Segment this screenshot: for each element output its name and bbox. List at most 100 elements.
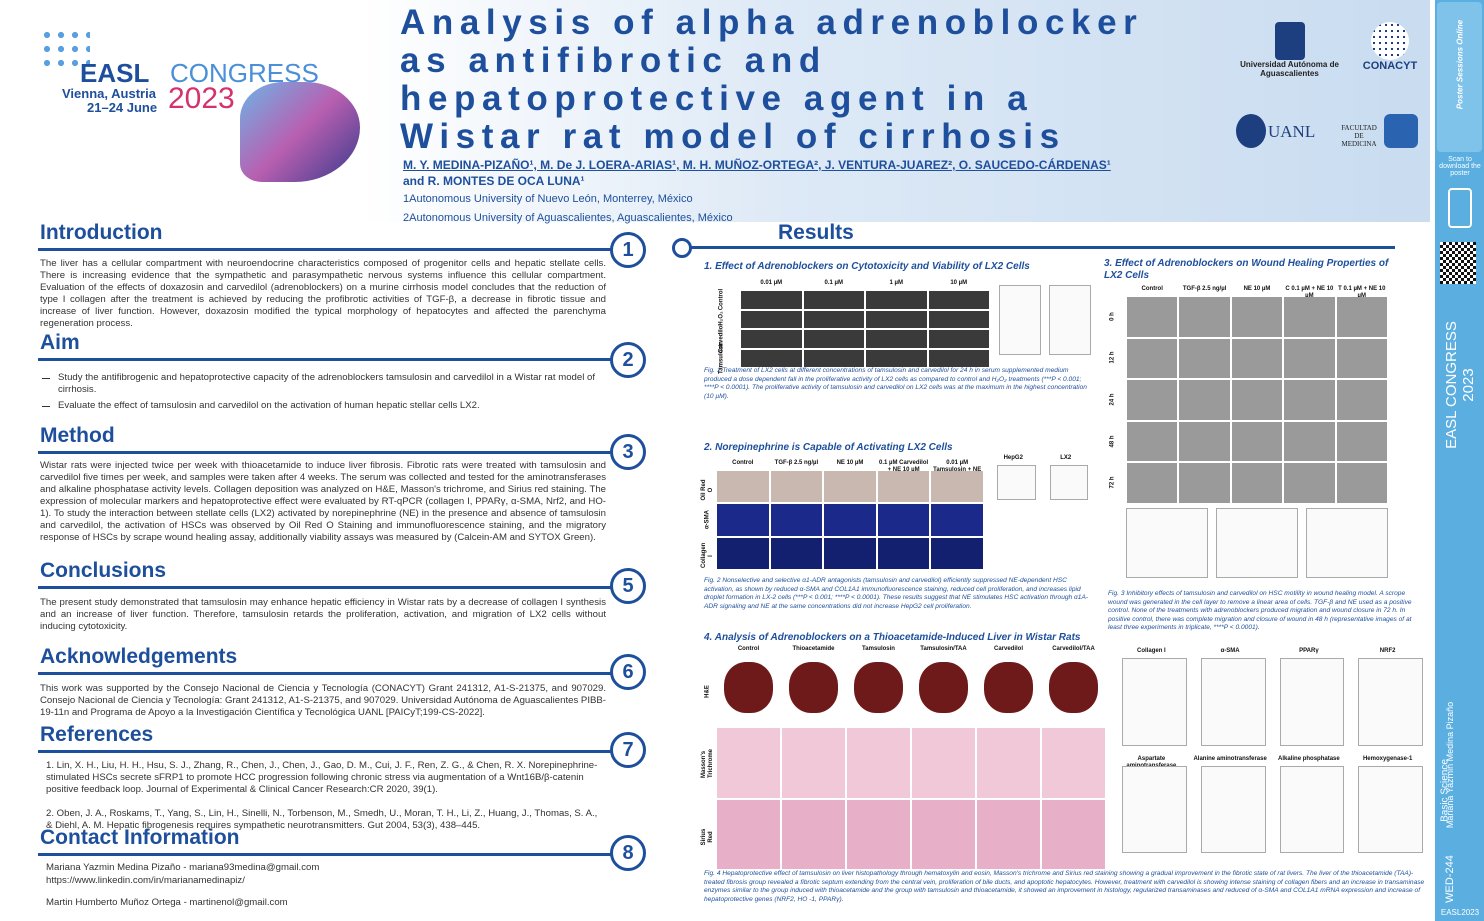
section-heading: References (40, 723, 154, 746)
column-label: TGF-β 2.5 ng/µl (1182, 286, 1227, 292)
column-label: Control (732, 460, 754, 466)
column-label: NE 10 µM (836, 460, 864, 466)
mini-chart (1306, 508, 1388, 578)
column-label: C 0.1 µM + NE 10 µM (1285, 286, 1334, 299)
section-heading: Aim (40, 331, 80, 354)
micrograph (782, 799, 845, 869)
row-label: Sirius Red (701, 828, 714, 846)
column-label: Carvedilol/TAA (1052, 646, 1095, 652)
row-label: Masson's Trichrome (701, 748, 714, 778)
sidebar (1435, 0, 1484, 921)
micrograph (1284, 380, 1335, 420)
column-label: 0.01 µM (760, 280, 783, 286)
section-number: 5 (610, 568, 646, 604)
section-heading: Conclusions (40, 559, 167, 582)
micrograph (1179, 463, 1230, 503)
heading-rule (38, 358, 613, 361)
mini-chart (1279, 765, 1345, 853)
column-label: Control (737, 646, 760, 652)
micrograph (1231, 338, 1283, 379)
logo-text: CONACYT (1362, 60, 1418, 72)
figure-caption: Fig. 1 Treatment of LX2 cells at differe… (704, 367, 1087, 400)
micrograph (847, 799, 910, 869)
list-item: 1. Lin, X. H., Liu, H. H., Hsu, S. J., Z… (46, 760, 598, 795)
micrograph (741, 330, 802, 348)
micrograph (770, 471, 823, 503)
column-label: 1 µM (889, 280, 903, 286)
mini-chart (997, 465, 1036, 500)
chart-title: Hemoxygenase-1 (1362, 755, 1413, 762)
mini-chart (1122, 765, 1187, 853)
list-item: Evaluate the effect of tamsulosin and ca… (58, 400, 480, 411)
liver-photo (724, 662, 773, 714)
heading-rule (38, 451, 613, 454)
chart-title: Alkaline phosphatase (1278, 755, 1340, 762)
micrograph (931, 504, 983, 536)
micrograph (877, 537, 930, 569)
easl-logo-dots (40, 28, 90, 68)
micrograph (1179, 297, 1230, 337)
micrograph (1127, 297, 1178, 337)
chart-title: Alanine aminotransferase (1193, 755, 1267, 762)
figure-caption: Fig. 2 Nonselective and selective α1-ADR… (704, 577, 1089, 610)
section-text: Wistar rats were injected twice per week… (40, 460, 606, 543)
micrograph (1284, 421, 1335, 462)
mini-chart (1358, 765, 1423, 853)
column-label: 10 µM (950, 280, 968, 286)
affiliation: 1Autonomous University of Nuevo León, Mo… (403, 193, 693, 205)
micrograph (1127, 380, 1178, 420)
logo-mark (1384, 114, 1418, 148)
row-label: α-SMA (704, 509, 711, 530)
column-label: Thioacetamide (792, 646, 835, 652)
sidebar-code: WED-244 (1444, 855, 1456, 903)
micrograph (741, 310, 802, 328)
micrograph (928, 291, 989, 309)
micrograph (866, 330, 927, 348)
chart-title: LX2 (1060, 455, 1072, 461)
logo-uanl: UANL (1268, 122, 1316, 141)
chart-title: PPARγ (1299, 648, 1319, 654)
section-heading: Acknowledgements (40, 645, 238, 668)
row-label: 24 h (1109, 393, 1116, 406)
section-number: 3 (610, 434, 646, 470)
micrograph (770, 537, 823, 569)
micrograph (803, 291, 864, 309)
column-label: Carvedilol (993, 646, 1023, 652)
micrograph (1336, 297, 1387, 337)
mini-chart (1049, 285, 1091, 355)
micrograph (824, 504, 876, 536)
micrograph (977, 728, 1040, 798)
section-heading: Introduction (40, 221, 163, 244)
heading-rule (38, 853, 613, 856)
node (672, 238, 692, 258)
micrograph (877, 471, 930, 503)
column-label: Control (1141, 286, 1163, 292)
micrograph (1231, 380, 1283, 420)
section-number: 6 (610, 654, 646, 690)
figure-title: 3. Effect of Adrenoblockers on Wound Hea… (1104, 258, 1389, 281)
logo-mark (1371, 22, 1409, 60)
micrograph (1336, 380, 1387, 420)
row-label: Collagen I (701, 542, 714, 569)
micrograph (1179, 338, 1230, 379)
micrograph (1231, 297, 1283, 337)
logo-mark (1274, 22, 1305, 60)
column-label: 0.1 µM (824, 280, 843, 286)
column-label: NE 10 µM (1243, 286, 1271, 292)
logo-uaa: Universidad Autónoma de Aguascalientes (1232, 22, 1347, 117)
column-label: Tamsulosin/TAA (920, 646, 967, 652)
micrograph (717, 471, 769, 503)
mini-chart (1049, 465, 1088, 500)
chart-title: HepG2 (1003, 455, 1023, 461)
section-heading: Contact Information (40, 826, 240, 849)
figure-title: 1. Effect of Adrenoblockers on Cytotoxic… (704, 261, 1030, 272)
mini-chart (1122, 658, 1187, 746)
micrograph (1231, 463, 1283, 503)
micrograph (1042, 799, 1105, 869)
micrograph (912, 728, 975, 798)
row-label: 0 h (1109, 311, 1116, 321)
micrograph (931, 471, 983, 503)
list-item: 2. Oben, J. A., Roskams, T., Yang, S., L… (46, 808, 598, 831)
liver-photo (1049, 662, 1098, 714)
section-number: 1 (610, 232, 646, 268)
